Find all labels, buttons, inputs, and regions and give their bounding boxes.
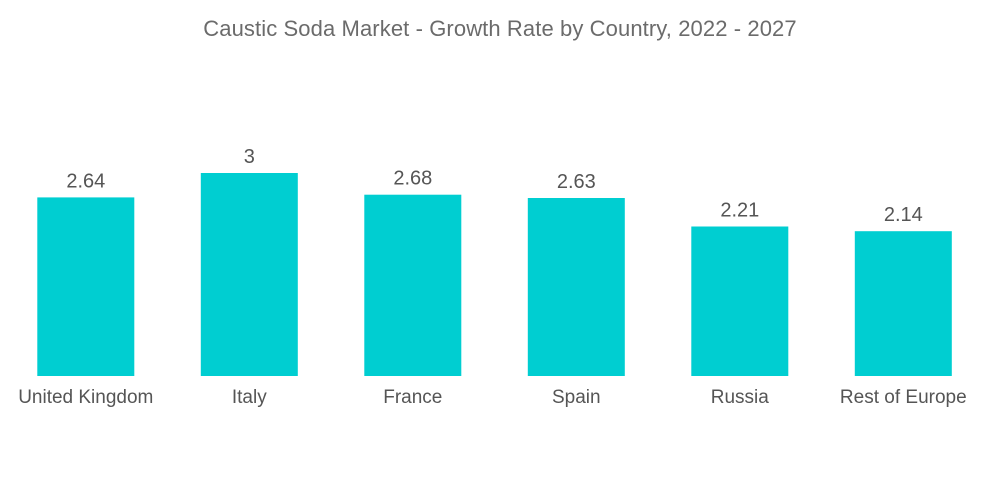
bar-united-kingdom bbox=[37, 197, 135, 376]
value-label: 2.63 bbox=[557, 171, 596, 193]
chart-title: Caustic Soda Market - Growth Rate by Cou… bbox=[203, 16, 797, 41]
category-label: Russia bbox=[711, 387, 770, 408]
bar-rest-of-europe bbox=[854, 231, 952, 376]
bar-italy bbox=[200, 173, 298, 376]
value-label: 3 bbox=[244, 146, 255, 168]
value-label: 2.64 bbox=[66, 170, 105, 192]
category-label: United Kingdom bbox=[18, 387, 153, 408]
value-label: 2.68 bbox=[393, 168, 432, 190]
bar-russia bbox=[691, 226, 789, 376]
bar-france bbox=[364, 194, 462, 376]
category-label: Italy bbox=[232, 387, 267, 408]
bar-spain bbox=[527, 198, 625, 376]
value-label: 2.14 bbox=[884, 204, 923, 226]
category-label: Spain bbox=[552, 387, 601, 408]
category-label: Rest of Europe bbox=[840, 387, 967, 408]
value-label: 2.21 bbox=[720, 200, 759, 222]
category-label: France bbox=[383, 387, 442, 408]
